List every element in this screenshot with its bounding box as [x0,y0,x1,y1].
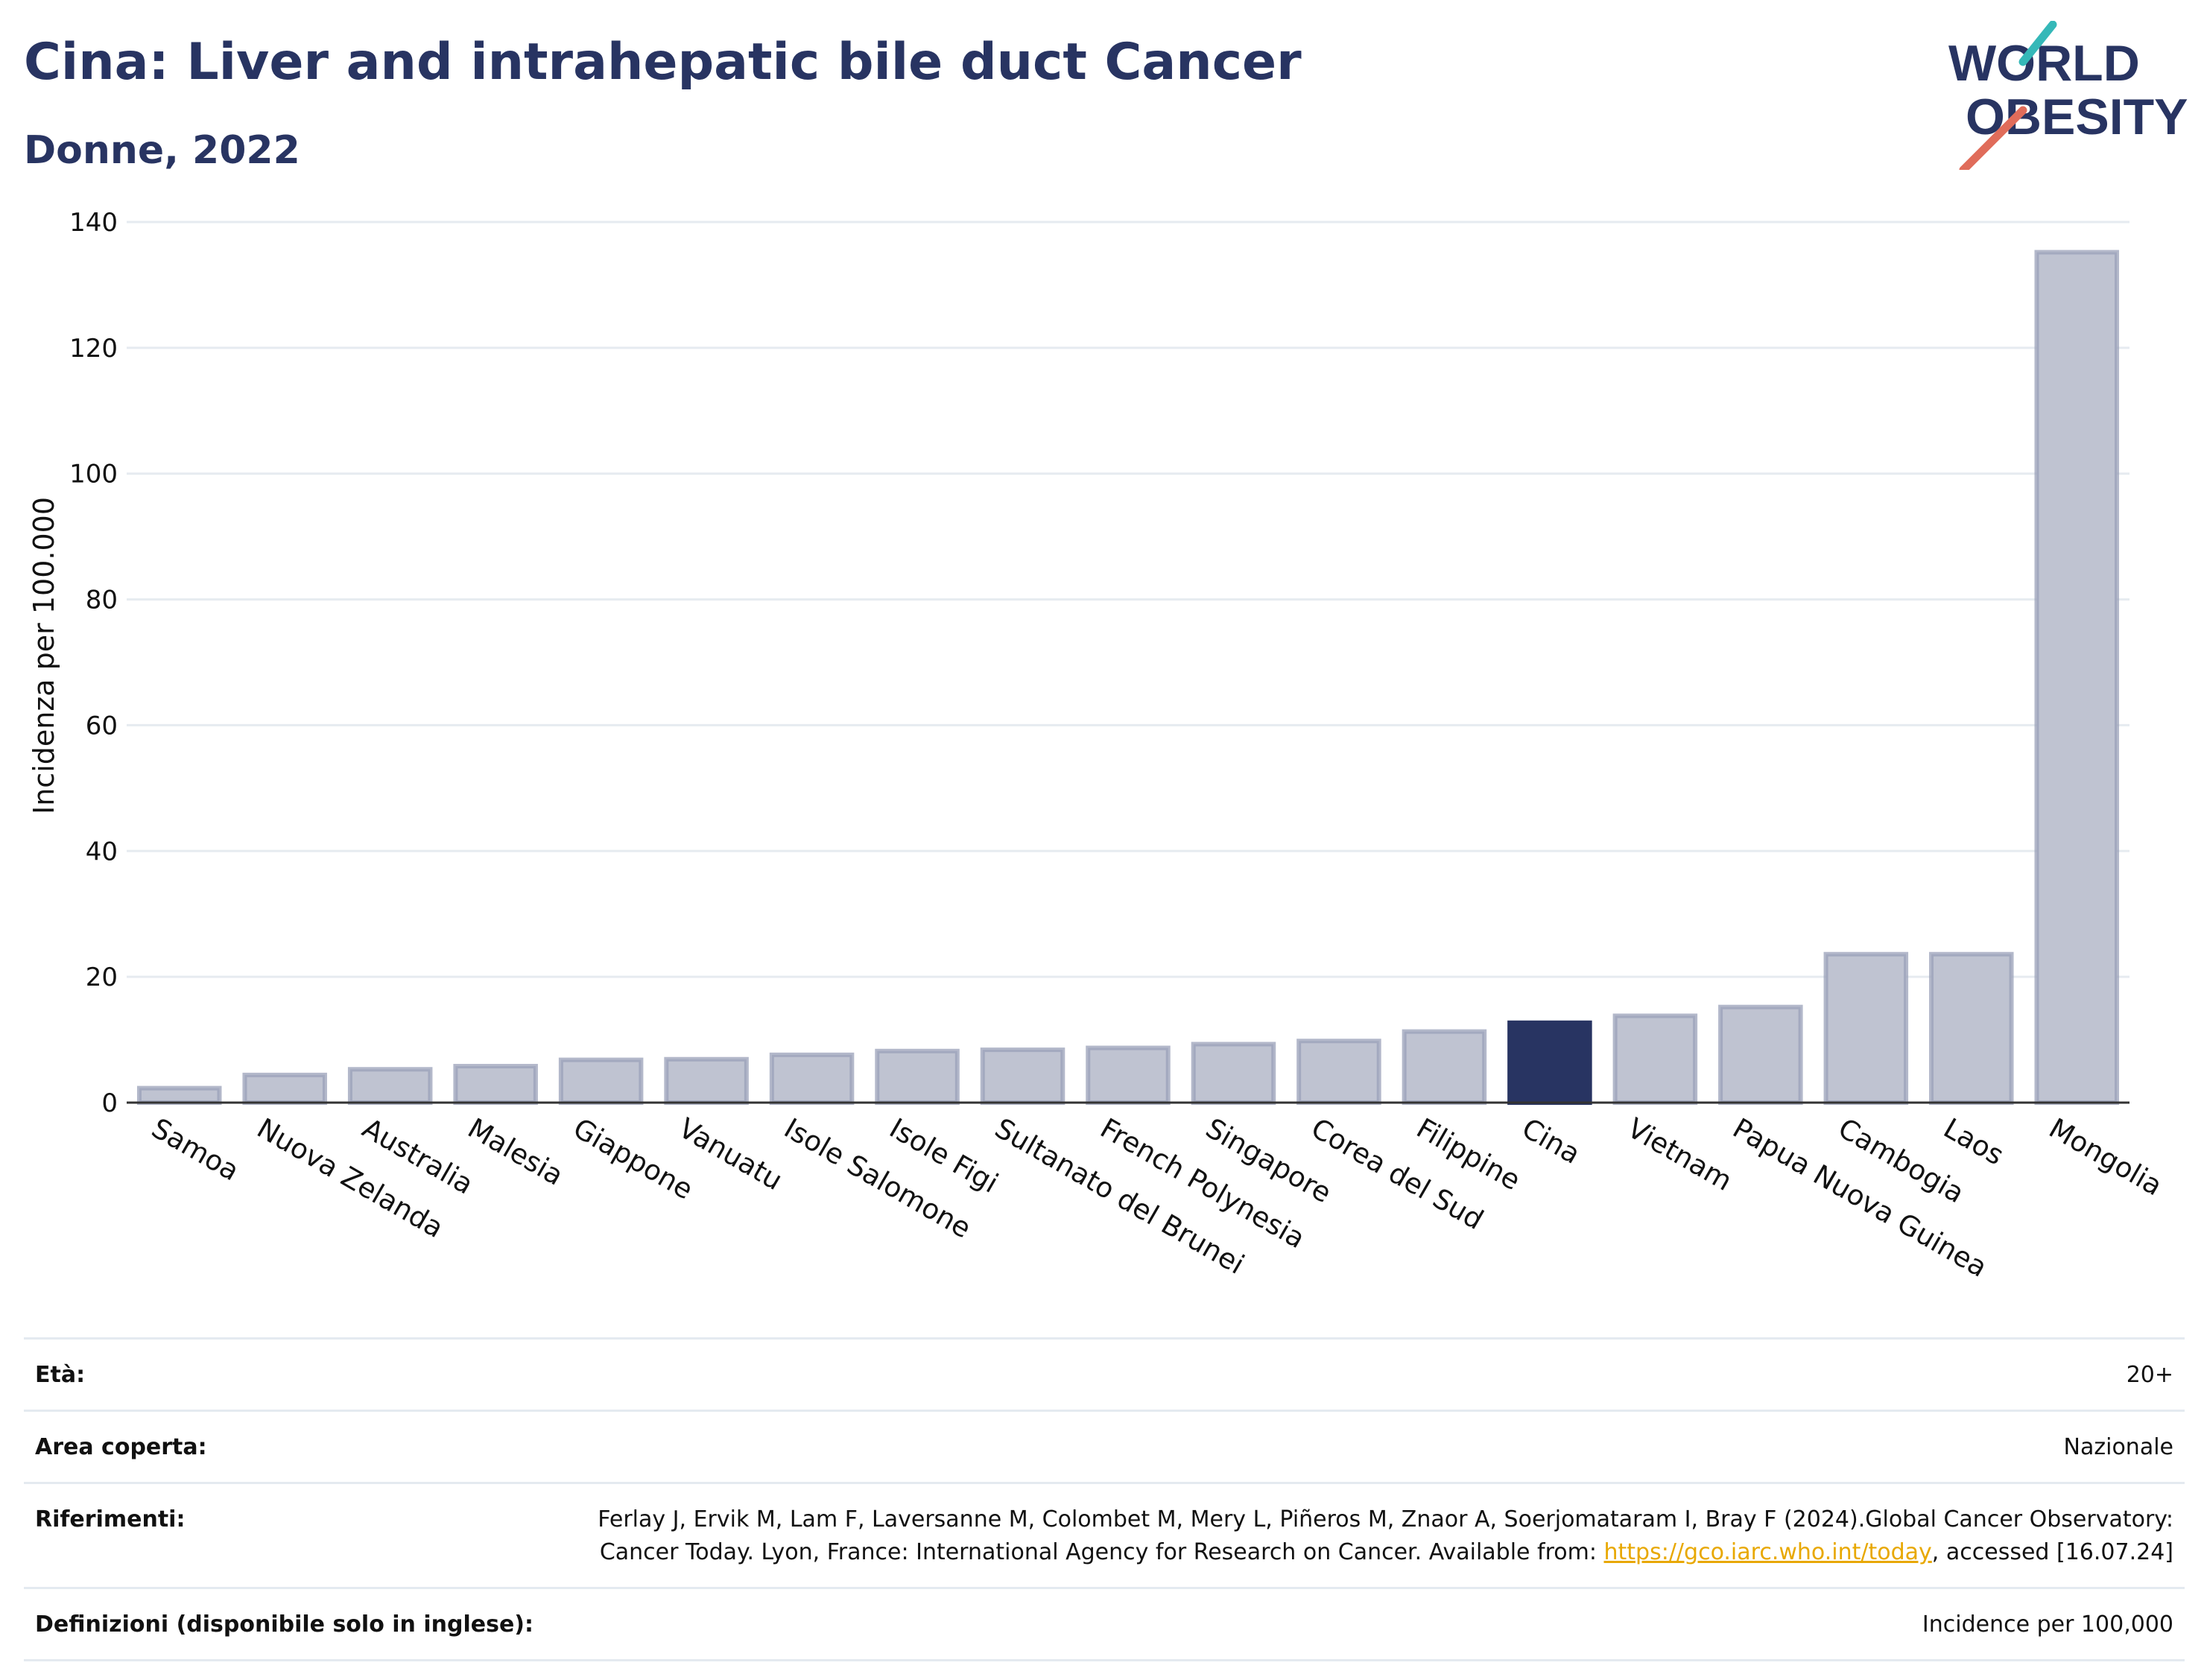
x-axis-labels: Samoa Nuova ZelandaAustraliaMalesiaGiappo… [146,1112,2167,1284]
bar-filippine [1402,1029,1487,1105]
logo-slash-teal [2018,21,2057,66]
x-tick-label: Cina [1516,1112,1586,1170]
x-tick-label: Nuova Zelanda [252,1112,449,1245]
x-tick-label: Laos [1938,1112,2009,1172]
area-value: Nazionale [2063,1434,2173,1460]
bar-cambogia [1823,951,1909,1105]
bar-malesia [453,1064,538,1105]
references-label: Riferimenti: [35,1506,186,1532]
x-tick-label: Mongolia [2044,1112,2167,1202]
y-tick-label: 100 [69,460,118,489]
bar-singapore [1191,1042,1276,1106]
bar-giappone [558,1057,644,1106]
meta-row-area: Area coperta: Nazionale [24,1410,2185,1482]
bar-french-polynesia [1086,1045,1171,1105]
meta-row-references: Riferimenti: Ferlay J, Ervik M, Lam F, L… [24,1482,2185,1587]
references-tail: , accessed [16.07.24] [1931,1539,2173,1565]
x-tick-label: Malesia [463,1112,569,1192]
bar-laos [1929,951,2014,1105]
meta-row-definitions: Definizioni (disponibile solo in inglese… [24,1587,2185,1661]
y-tick-label: 20 [86,963,118,992]
metadata-table: Età: 20+ Area coperta: Nazionale Riferim… [24,1337,2185,1661]
references-link[interactable]: https://gco.iarc.who.int/today [1603,1539,1932,1565]
bar-vietnam [1612,1013,1698,1105]
y-tick-label: 60 [86,711,118,741]
bar-isole-salomone [769,1052,855,1105]
chart-subtitle: Donne, 2022 [24,128,300,173]
references-text: Ferlay J, Ervik M, Lam F, Laversanne M, … [564,1503,2173,1569]
bar-corea-del-sud [1296,1039,1381,1106]
x-tick-label: Samoa [146,1112,244,1188]
chart-title: Cina: Liver and intrahepatic bile duct C… [24,33,1302,92]
x-tick-label: Vietnam [1622,1112,1738,1197]
grid-lines [127,221,2129,978]
meta-row-age: Età: 20+ [24,1337,2185,1410]
age-label: Età: [35,1362,86,1388]
y-tick-label: 0 [101,1088,118,1118]
bar-vanuatu [664,1056,749,1105]
bar-samoa [136,1085,222,1105]
x-tick-label: Giappone [568,1112,698,1206]
x-tick-label: Corea del Sud [1305,1112,1489,1237]
definitions-value: Incidence per 100,000 [1922,1611,2173,1638]
x-tick-label: Isole Salomone [779,1112,976,1245]
age-value: 20+ [2126,1362,2173,1388]
logo-line1: WORLD [1948,35,2140,92]
bars [136,250,2120,1106]
bar-mongolia [2034,250,2120,1105]
definitions-label: Definizioni (disponibile solo in inglese… [35,1611,533,1638]
y-tick-label: 140 [69,208,118,238]
world-obesity-logo: WORLD OBESITY [1948,21,2188,170]
bar-isole-figi [875,1048,960,1105]
bar-papua-nuova-guinea [1718,1004,1803,1105]
bar-australia [347,1067,433,1105]
y-axis-ticks: 0 20 40 60 80 100 120 140 [69,208,118,1118]
y-tick-label: 40 [86,837,118,866]
logo-slash-red [1959,106,2027,170]
area-label: Area coperta: [35,1434,207,1460]
bar-cina [1507,1020,1592,1106]
references-body: Ferlay J, Ervik M, Lam F, Laversanne M, … [598,1506,2173,1565]
bar-sultanato-del-brunei [980,1047,1065,1105]
bar-chart: 0 20 40 60 80 100 120 140 Samoa Nuova ZelandaAus… [28,208,2167,1284]
y-axis-title: Incidenza per 100.000 [28,497,60,814]
bar-nuova-zelanda [242,1072,327,1106]
y-tick-label: 80 [86,586,118,615]
y-tick-label: 120 [69,334,118,364]
